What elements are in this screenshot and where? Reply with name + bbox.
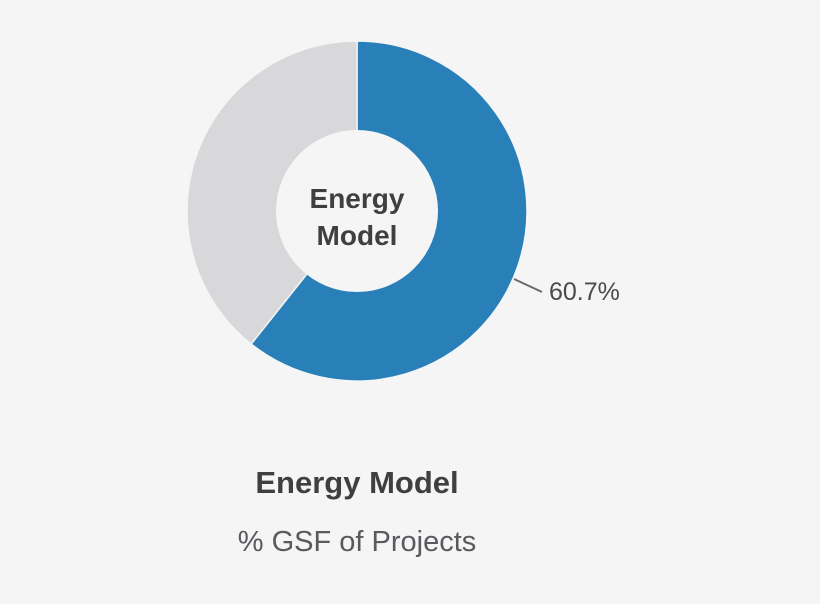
center-label-line-2: Model [317, 220, 398, 251]
pie-slice-2 [186, 40, 358, 346]
chart-subtitle: % GSF of Projects [237, 526, 477, 558]
donut-hole [276, 130, 438, 292]
slice-value-label: 60.7% [549, 278, 620, 306]
center-label-line-1: Energy [310, 183, 405, 214]
chart-title: Energy Model [255, 465, 459, 500]
data-label-leader-line [513, 278, 543, 293]
